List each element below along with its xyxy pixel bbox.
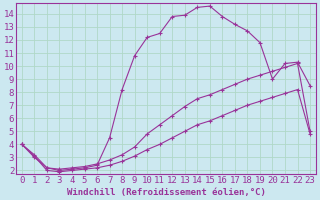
X-axis label: Windchill (Refroidissement éolien,°C): Windchill (Refroidissement éolien,°C) bbox=[67, 188, 265, 197]
